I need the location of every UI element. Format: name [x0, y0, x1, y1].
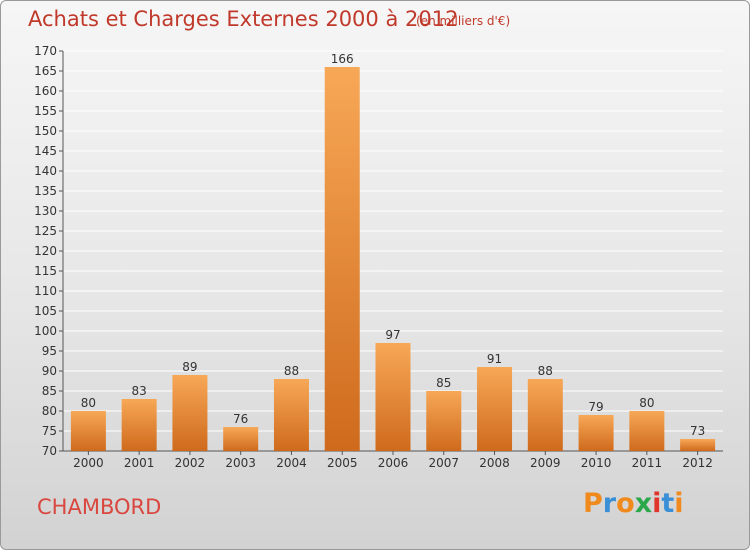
bar-2005	[324, 67, 360, 451]
bar-2012	[680, 439, 716, 451]
x-tick-label: 2002	[175, 456, 206, 470]
logo-letter: i	[674, 488, 684, 519]
x-tick-label: 2010	[581, 456, 612, 470]
x-tick-label: 2004	[276, 456, 307, 470]
y-tick-label: 95	[42, 344, 57, 358]
data-label: 91	[487, 352, 502, 366]
x-tick-label: 2005	[327, 456, 358, 470]
data-label: 83	[132, 384, 147, 398]
y-tick-label: 100	[34, 324, 57, 338]
y-tick-label: 160	[34, 84, 57, 98]
x-tick-label: 2006	[378, 456, 409, 470]
y-tick-label: 120	[34, 244, 57, 258]
logo-letter: x	[634, 488, 653, 519]
bar-2003	[223, 427, 259, 451]
x-tick-label: 2008	[479, 456, 510, 470]
data-label: 79	[588, 400, 603, 414]
data-label: 97	[385, 328, 400, 342]
bar-2007	[426, 391, 462, 451]
y-tick-label: 130	[34, 204, 57, 218]
data-label: 89	[182, 360, 197, 374]
data-label: 73	[690, 424, 705, 438]
y-tick-label: 145	[34, 144, 57, 158]
data-label: 85	[436, 376, 451, 390]
y-tick-label: 110	[34, 284, 57, 298]
y-tick-label: 90	[42, 364, 57, 378]
y-tick-label: 115	[34, 264, 57, 278]
y-tick-label: 135	[34, 184, 57, 198]
y-tick-label: 125	[34, 224, 57, 238]
data-label: 76	[233, 412, 248, 426]
y-tick-label: 140	[34, 164, 57, 178]
logo-letter: o	[616, 488, 635, 519]
x-tick-label: 2007	[428, 456, 459, 470]
logo-letter: P	[583, 488, 603, 519]
y-tick-label: 70	[42, 444, 57, 458]
logo-letter: t	[661, 488, 675, 519]
y-tick-label: 165	[34, 64, 57, 78]
x-tick-label: 2009	[530, 456, 561, 470]
x-tick-label: 2012	[682, 456, 713, 470]
data-label: 80	[639, 396, 654, 410]
x-tick-label: 2011	[632, 456, 663, 470]
data-labels: 80 83 89 76 88 166 97 85 91 88 79 80 73	[81, 52, 706, 438]
data-label: 166	[331, 52, 354, 66]
bar-2008	[477, 367, 513, 451]
bar-2004	[273, 379, 309, 451]
chart-title: Achats et Charges Externes 2000 à 2012	[28, 7, 459, 31]
logo-letter: i	[652, 488, 662, 519]
y-tick-label: 150	[34, 124, 57, 138]
bar-2011	[629, 411, 665, 451]
y-tick-label: 105	[34, 304, 57, 318]
bar-2009	[527, 379, 563, 451]
y-tick-label: 75	[42, 424, 57, 438]
bar-2002	[172, 375, 208, 451]
y-tick-label: 85	[42, 384, 57, 398]
bar-2010	[578, 415, 614, 451]
chart-subtitle: (en milliers d'€)	[416, 14, 511, 28]
bars	[70, 67, 716, 451]
commune-name: CHAMBORD	[37, 495, 162, 519]
logo-letter: r	[602, 488, 617, 519]
x-tick-label: 2003	[225, 456, 256, 470]
bar-2000	[70, 411, 106, 451]
proxiti-logo[interactable]: Proxiti	[583, 488, 684, 519]
y-tick-label: 80	[42, 404, 57, 418]
y-tick-label: 170	[34, 44, 57, 58]
x-tick-label: 2001	[124, 456, 155, 470]
bar-2001	[121, 399, 157, 451]
x-tick-label: 2000	[73, 456, 104, 470]
data-label: 88	[284, 364, 299, 378]
data-label: 88	[538, 364, 553, 378]
data-label: 80	[81, 396, 96, 410]
bar-2006	[375, 343, 411, 451]
y-tick-label: 155	[34, 104, 57, 118]
